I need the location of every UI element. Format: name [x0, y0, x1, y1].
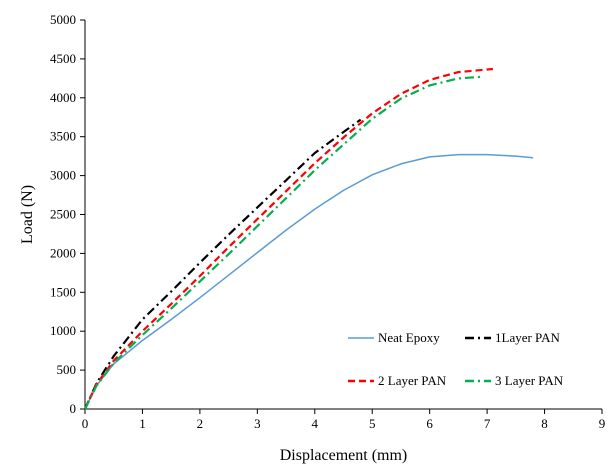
x-tick-label: 6: [426, 416, 433, 431]
legend-item-2-layer-pan: 2 Layer PAN: [348, 373, 447, 388]
legend-label-3-layer-pan: 3 Layer PAN: [495, 373, 564, 388]
x-axis-title: Displacement (mm): [280, 447, 408, 464]
series-line-neat-epoxy: [84, 153, 534, 410]
y-tick-label: 3500: [50, 129, 76, 144]
legend-label-1layer-pan: 1Layer PAN: [495, 330, 560, 345]
series-line-3-layer-pan: [84, 75, 482, 410]
x-tick-label: 2: [197, 416, 204, 431]
legend-item-3-layer-pan: 3 Layer PAN: [465, 373, 564, 388]
x-tick-label: 5: [369, 416, 376, 431]
y-axis-title: Load (N): [19, 185, 36, 244]
y-tick-label: 2500: [50, 207, 76, 222]
y-tick-label: 4000: [50, 90, 76, 105]
x-tick-label: 3: [254, 416, 261, 431]
y-tick-label: 1500: [50, 284, 76, 299]
x-tick-label: 1: [139, 416, 146, 431]
y-tick-label: 2000: [50, 245, 76, 260]
y-tick-label: 500: [57, 362, 77, 377]
series-line-2-layer-pan: [84, 67, 493, 410]
legend-item-1layer-pan: 1Layer PAN: [465, 330, 560, 345]
legend-label-neat-epoxy: Neat Epoxy: [378, 330, 440, 345]
y-tick-label: 4500: [50, 51, 76, 66]
x-tick-label: 7: [484, 416, 491, 431]
legend-label-2-layer-pan: 2 Layer PAN: [378, 373, 447, 388]
series-layer: [83, 67, 534, 410]
legend-item-neat-epoxy: Neat Epoxy: [348, 330, 440, 345]
x-tick-label: 4: [312, 416, 319, 431]
y-tick-label: 5000: [50, 12, 76, 27]
x-tick-label: 9: [599, 416, 606, 431]
y-tick-label: 1000: [50, 323, 76, 338]
series-line-1layer-pan: [83, 118, 362, 410]
y-ticks: 0 500 1000 1500 2000 2500 3000 3500 4000 4500 5000: [50, 12, 85, 416]
x-ticks: 0 1 2 3 4 5 6 7 8 9: [82, 409, 606, 431]
x-tick-label: 8: [541, 416, 548, 431]
y-tick-label: 3000: [50, 168, 76, 183]
y-tick-label: 0: [70, 401, 77, 416]
legend: Neat Epoxy 1Layer PAN 2 Layer PAN 3 Laye…: [348, 330, 564, 388]
x-tick-label: 0: [82, 416, 89, 431]
axes: [84, 20, 602, 410]
